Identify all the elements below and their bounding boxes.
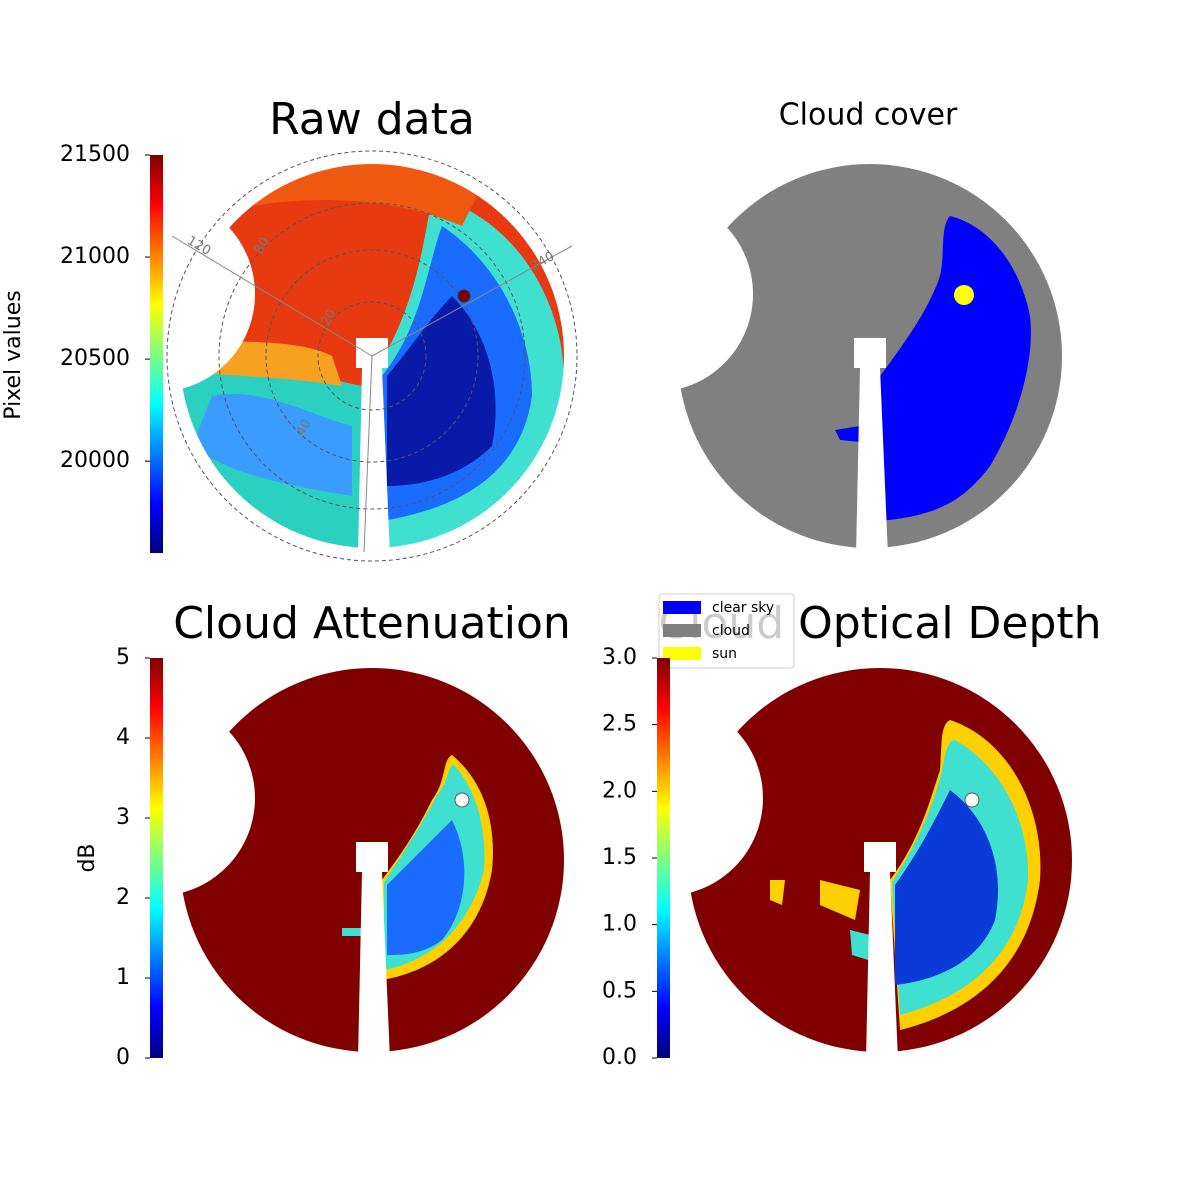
colorbar-tick-label: 3.0 — [602, 645, 637, 670]
colorbar-tick-label: 0.0 — [602, 1045, 637, 1070]
colorbar-tick-label: 2.5 — [602, 712, 637, 737]
colorbar-tick-label: 1 — [116, 965, 130, 990]
colorbar-tick-label: 2 — [116, 885, 130, 910]
colorbar-tick-label: 20500 — [60, 346, 130, 371]
colorbar-tick-label: 21500 — [60, 142, 130, 167]
colorbar-label: dB — [75, 843, 100, 872]
colorbar-label: Pixel values — [1, 290, 26, 419]
panel-title: Cloud cover — [779, 98, 958, 133]
legend-swatch — [663, 601, 701, 614]
legend-label: cloud — [712, 623, 750, 639]
colorbar-tick-label: 0.5 — [602, 978, 637, 1003]
colorbar-tick-label: 1.5 — [602, 845, 637, 870]
legend-swatch — [663, 647, 701, 660]
optical-depth-image — [680, 660, 1080, 1060]
colorbar-tick-label: 2.0 — [602, 778, 637, 803]
polar-label: 40 — [294, 417, 315, 439]
legend-label: sun — [712, 646, 737, 662]
legend-swatch — [663, 624, 701, 637]
legend: clear sky cloud sun — [658, 593, 795, 669]
raw-image — [166, 150, 578, 562]
legend-label: clear sky — [712, 600, 774, 616]
attenuation-image — [172, 660, 572, 1060]
cloud-cover-image — [670, 156, 1070, 556]
colorbar — [657, 658, 670, 1058]
colorbar — [150, 658, 163, 1058]
colorbar — [150, 155, 163, 553]
colorbar-tick-label: 3 — [116, 805, 130, 830]
colorbar-tick-label: 1.0 — [602, 912, 637, 937]
polar-label: 80 — [252, 235, 273, 257]
panel-title: Cloud Attenuation — [173, 598, 571, 649]
panel-title: Raw data — [269, 94, 475, 145]
colorbar-tick-label: 4 — [116, 725, 130, 750]
colorbar-tick-label: 0 — [116, 1045, 130, 1070]
colorbar-tick-label: 5 — [116, 645, 130, 670]
colorbar-tick-label: 21000 — [60, 244, 130, 269]
colorbar-tick-label: 20000 — [60, 448, 130, 473]
polar-label: 20 — [319, 307, 340, 329]
